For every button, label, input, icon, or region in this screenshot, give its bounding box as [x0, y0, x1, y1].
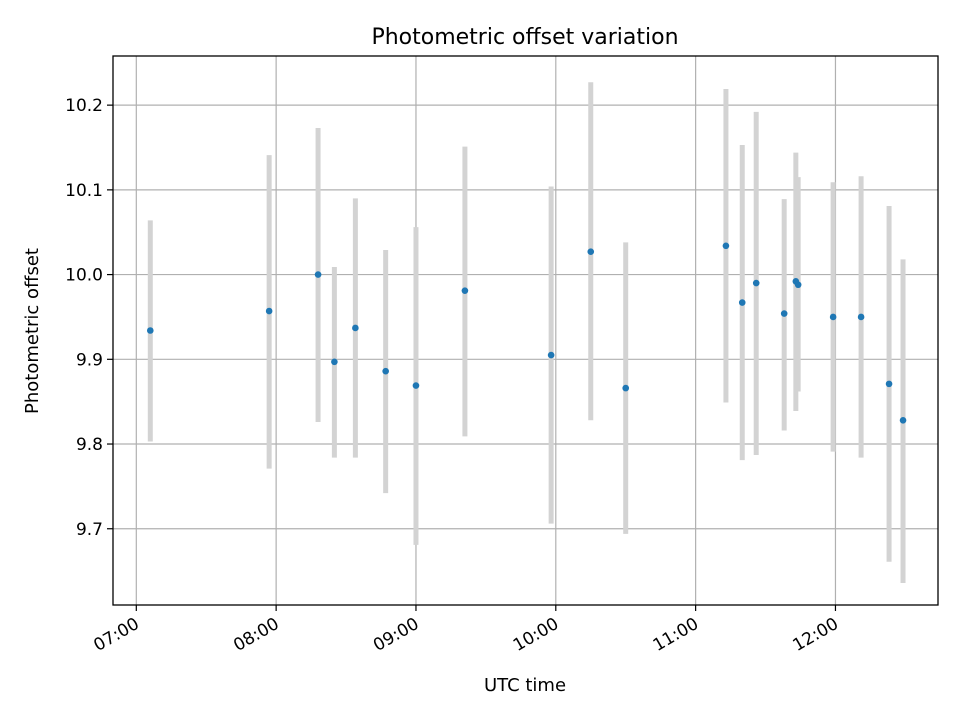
data-point: [352, 324, 359, 332]
data-point: [265, 307, 273, 315]
data-point: [780, 310, 788, 317]
data-point: [899, 417, 907, 424]
data-point: [794, 281, 802, 289]
data-point: [331, 358, 338, 366]
data-point: [622, 384, 630, 392]
data-point: [885, 380, 893, 388]
data-point: [314, 271, 322, 278]
plot-frame: [112, 55, 939, 606]
y-axis-label: Photometric offset: [22, 248, 43, 414]
y-tick-label: 9.7: [76, 520, 103, 540]
data-point: [829, 313, 837, 321]
x-axis-label: UTC time: [484, 675, 566, 696]
data-points: [146, 242, 907, 424]
data-point: [738, 299, 746, 306]
data-point: [382, 367, 389, 375]
y-tick-label: 9.8: [76, 435, 103, 455]
data-point: [857, 313, 865, 321]
data-point: [722, 242, 730, 250]
y-tick-label: 9.9: [76, 350, 103, 370]
y-tick-label: 10.1: [65, 181, 103, 201]
data-point: [461, 287, 469, 294]
data-point: [146, 327, 154, 334]
data-point: [412, 382, 420, 389]
y-tick-label: 10.0: [65, 266, 103, 286]
data-point: [547, 351, 555, 359]
y-axis: 9.7 9.8 9.9 10.0 10.1 10.2: [65, 96, 113, 540]
chart-title: Photometric offset variation: [371, 25, 678, 50]
data-point: [587, 248, 595, 256]
data-point: [752, 279, 760, 287]
y-tick-label: 10.2: [65, 96, 103, 116]
